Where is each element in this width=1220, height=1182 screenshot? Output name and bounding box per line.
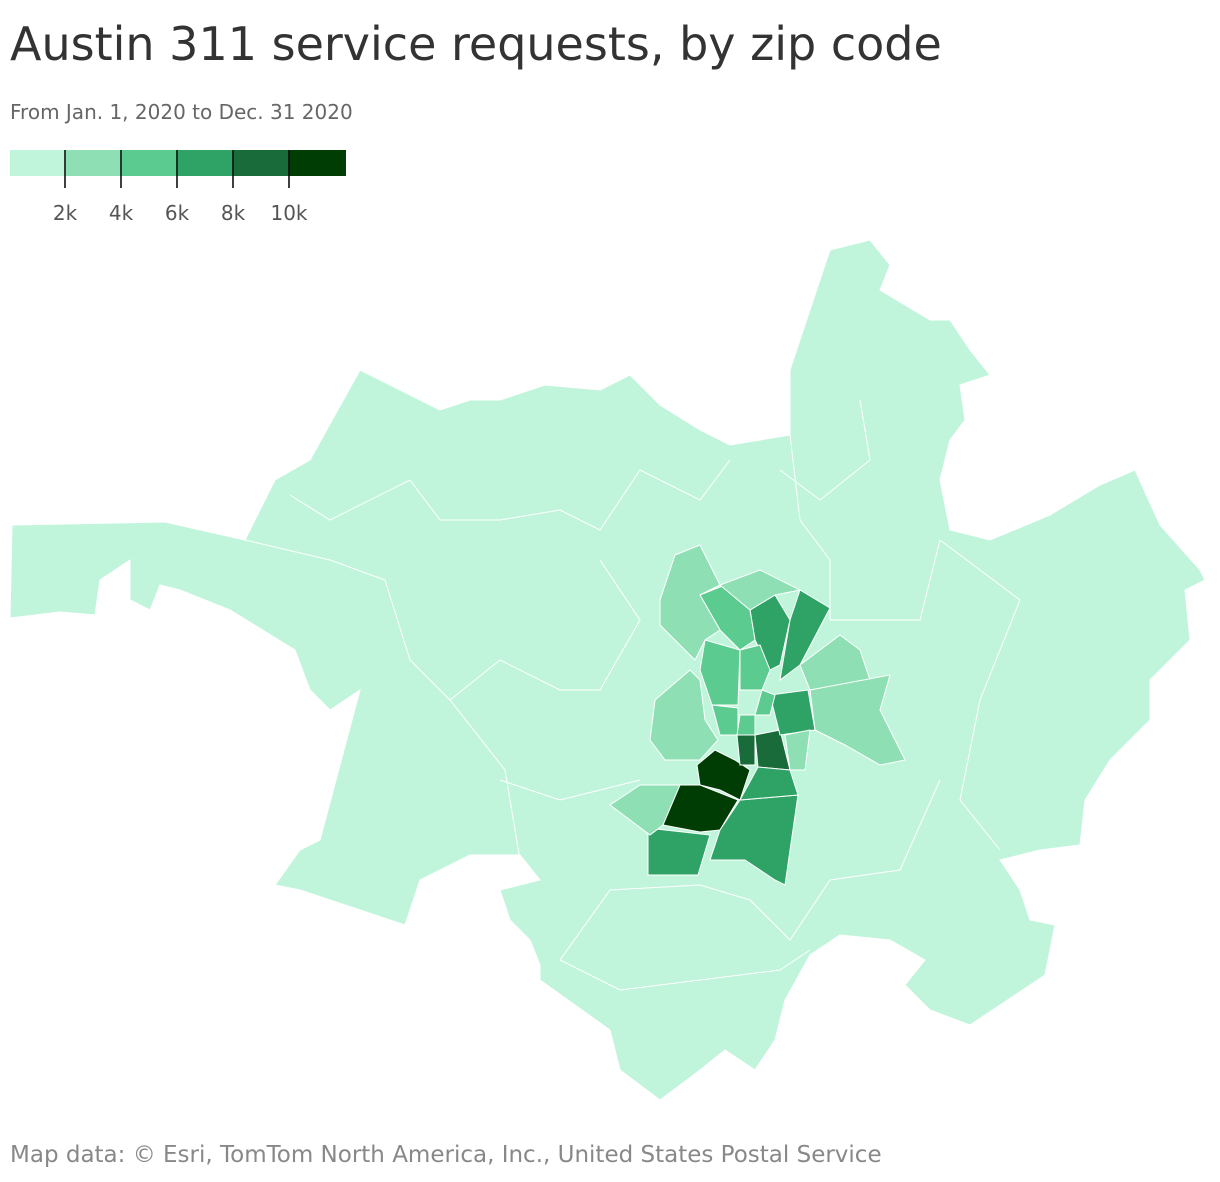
zip-region [739,766,799,801]
zip-boundaries [244,399,1021,991]
zip-region [609,784,681,836]
legend-swatch [66,150,122,176]
legend-swatch [10,150,66,176]
zip-region [736,714,756,736]
chart-subtitle: From Jan. 1, 2020 to Dec. 31 2020 [10,100,353,124]
legend-swatch [290,150,346,176]
zip-region [739,644,771,691]
zip-region [647,827,711,876]
legend-tick-label: 6k [165,201,190,225]
zip-region [784,729,811,771]
zip-region [659,544,721,661]
zip-region [779,589,831,682]
zip-region [699,639,741,706]
zip-region [799,634,871,691]
zip-region [809,674,906,766]
legend-swatch [234,150,290,176]
legend-swatch [178,150,234,176]
legend-tick-label: 2k [53,201,78,225]
legend-tick-label: 8k [221,201,246,225]
chart-title: Austin 311 service requests, by zip code [10,17,942,71]
region-outline [9,239,1206,1101]
zip-regions [609,544,906,886]
source-note: Map data: © Esri, TomTom North America, … [10,1142,882,1168]
legend: 2k 4k 6k 8k 10k [10,150,346,225]
zip-region [709,794,799,886]
zip-region [754,689,776,716]
legend-tick-label: 4k [109,201,134,225]
legend-tick-label: 10k [270,201,307,225]
zip-region [736,734,756,766]
zip-region [649,669,719,761]
legend-swatch [122,150,178,176]
zip-region [719,569,802,611]
